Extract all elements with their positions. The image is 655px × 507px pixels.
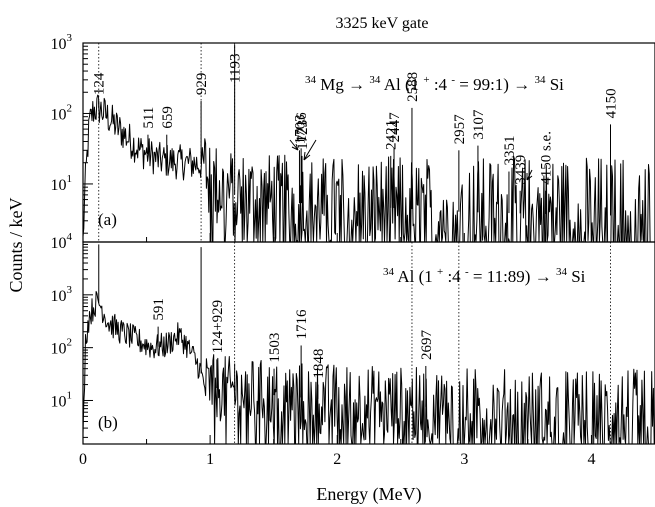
panel-a-y-tick-label: 102	[51, 102, 73, 123]
panel-b-anno-main4: Si	[571, 267, 585, 286]
panel-a-anno-sup2: -	[451, 74, 455, 86]
panel-a-anno-main3: = 99:1) →	[459, 75, 534, 94]
panel-a-peak-label-124: 124	[92, 72, 108, 95]
x-tick-label-1: 1	[206, 451, 214, 468]
panel-b-y-tick-label: 102	[51, 337, 73, 358]
y-axis-label: Counts / keV	[6, 197, 26, 292]
panel-a-peak-label-4150-s-e: 4150 s.e.	[539, 131, 555, 185]
panel-b-annotation: 34 Al (1 + :4 - = 11:89) → 34 Si	[383, 260, 586, 286]
panel-a-peak-label-3439: 3439	[513, 155, 529, 185]
x-tick-label-3: 3	[460, 451, 468, 468]
panel-a-peak-label-2421: 2421	[384, 120, 400, 150]
panel-a-peak-label-2957: 2957	[452, 114, 468, 145]
x-tick-label-4: 4	[587, 451, 595, 468]
panel-b-peak-label-1716: 1716	[294, 309, 310, 340]
panel-a-anno-pre2: 34	[369, 74, 381, 86]
x-axis-label: Energy (MeV)	[316, 484, 421, 505]
x-tick-label-2: 2	[333, 451, 341, 468]
panel-b-y-tick-label: 101	[51, 389, 73, 410]
panel-a-peak-label-2588: 2588	[405, 72, 421, 102]
panel-b-anno-main2: Al (1	[397, 267, 432, 286]
panel-a-annotation: 34 Mg → 34 Al (1 + :4 - = 99:1) → 34 Si	[305, 68, 564, 94]
panel-b-id: (b)	[98, 413, 118, 432]
panel-a-peak-label-1703: 1703	[292, 114, 308, 144]
panel-a-peak-label-1723: 1723	[295, 120, 311, 150]
panel-a-y-tick-label: 101	[51, 173, 73, 194]
panel-a-anno-pre1: 34	[305, 74, 317, 86]
panel-b-frame	[82, 241, 655, 445]
panel-b-anno-pre3: 34	[556, 266, 568, 278]
panel-b-y-tick-label: 104	[51, 231, 73, 252]
panel-b-gridlines	[234, 242, 611, 444]
panel-a-spectrum-trace	[82, 94, 655, 243]
x-tick-label-0: 0	[79, 451, 87, 468]
panel-b-anno-sup1: +	[437, 266, 443, 278]
panel-a-peak-label-3351: 3351	[502, 136, 518, 166]
panel-a-anno-main2: Al (1	[384, 75, 419, 94]
panel-b-peak-label-2697: 2697	[419, 329, 435, 360]
panel-a-peak-label-659: 659	[160, 106, 176, 129]
panel-b-anno-mid: :4	[447, 267, 461, 286]
panel-b-peak-label-591: 591	[151, 298, 167, 321]
panel-a-peak-label-1193: 1193	[228, 54, 244, 83]
panel-a-id: (a)	[98, 210, 117, 229]
panel-b-anno-main3: = 11:89) →	[473, 267, 556, 286]
panel-a-anno-pre3: 34	[534, 74, 546, 86]
panel-a-peak-label-929: 929	[194, 73, 210, 96]
panel-b-spectrum-trace	[82, 291, 655, 445]
panel-a-peak-label-1716: 1716	[294, 112, 310, 143]
panel-a-peak-label-2447: 2447	[387, 112, 403, 143]
panel-a-gridlines	[98, 43, 236, 242]
panel-a-anno-main1: Mg →	[320, 75, 369, 94]
panel-a-anno-sup1: +	[423, 74, 429, 86]
panel-a-peak-label-511: 511	[141, 107, 157, 129]
panel-a-peak-label-4150: 4150	[604, 88, 620, 118]
panel-a-ticks: 101 102 103	[51, 32, 655, 242]
panel-a-arrow-3439	[526, 169, 533, 181]
panel-a-y-tick-label: 103	[51, 32, 73, 53]
panel-b-peak-label-1503: 1503	[267, 333, 283, 363]
panel-a-peak-label-3107: 3107	[471, 109, 487, 139]
panel-b-peak-label-124-929: 124+929	[210, 300, 226, 353]
panel-b-anno-sup2: -	[465, 266, 469, 278]
panel-b-y-tick-label: 103	[51, 284, 73, 305]
figure-title: 3325 keV gate	[335, 15, 428, 32]
panel-a-arrow-1703	[289, 139, 299, 151]
panel-a-anno-mid: :4	[434, 75, 448, 94]
panel-b-anno-pre2: 34	[383, 266, 395, 278]
panel-b-peak-label-1848: 1848	[311, 349, 327, 379]
panel-a-anno-main4: Si	[550, 75, 564, 94]
panel-a-arrow-1716	[303, 139, 317, 161]
